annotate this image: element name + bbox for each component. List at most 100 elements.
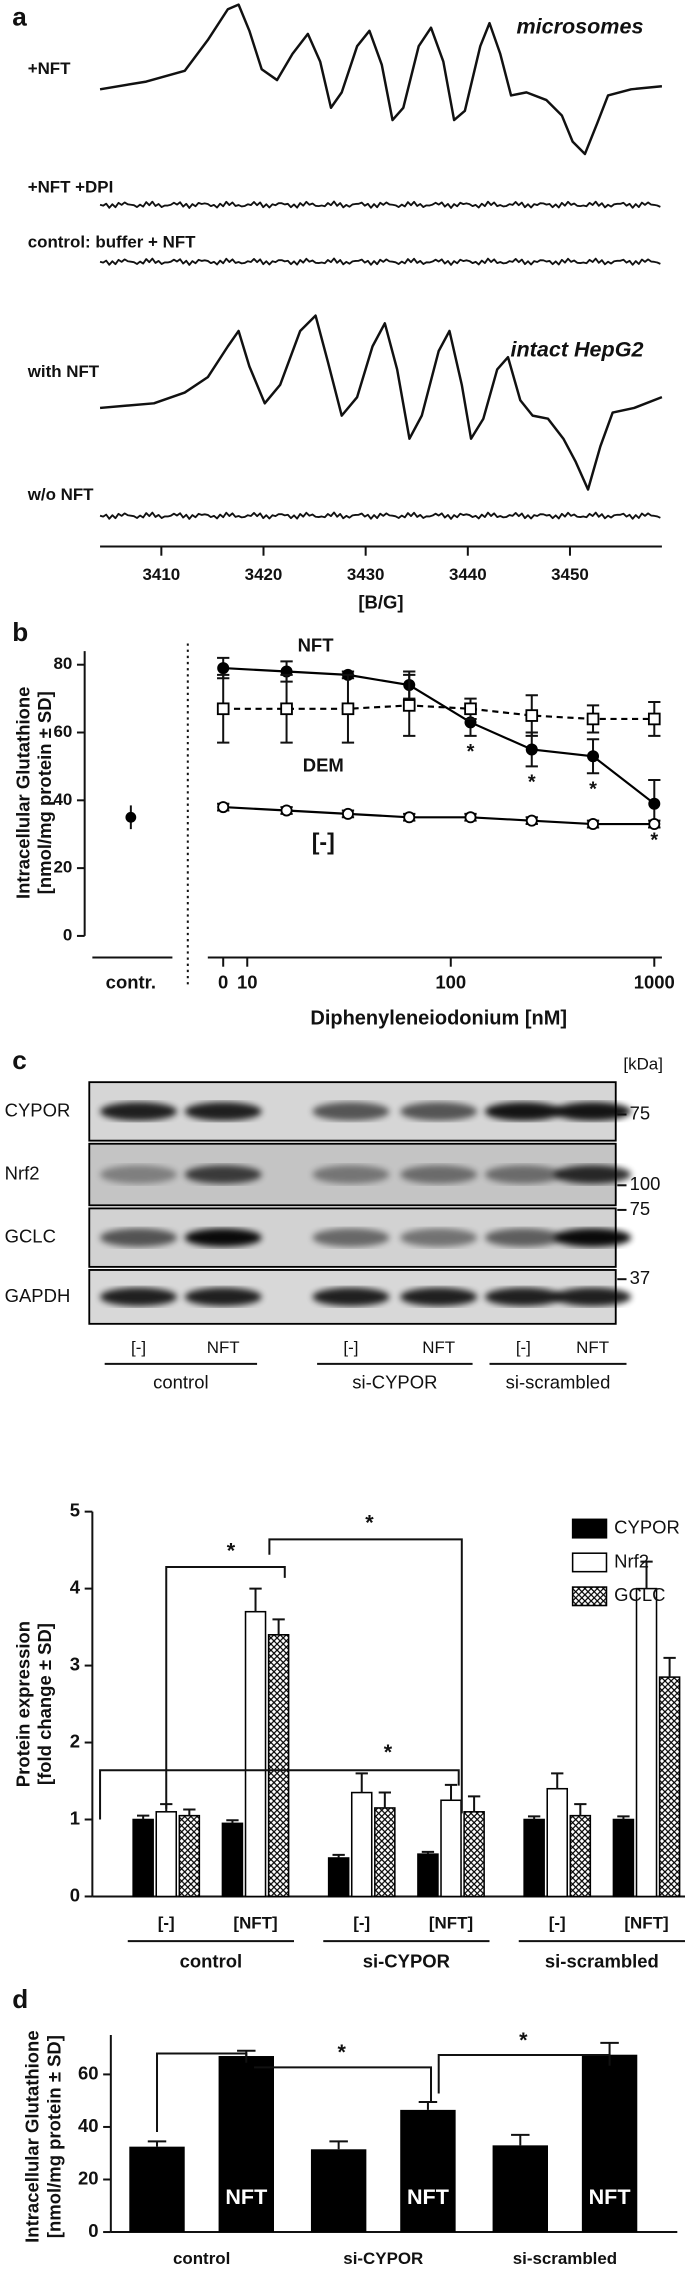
bar	[635, 1587, 658, 1898]
kda-unit: [kDa]	[623, 1055, 663, 1074]
error-bar	[640, 1560, 653, 1589]
bar	[132, 1818, 154, 1898]
y-axis-label: [fold change ± SD]	[34, 1623, 55, 1785]
error-bar	[378, 1791, 391, 1808]
kda-marker: 75	[630, 1198, 651, 1219]
bar	[327, 1857, 350, 1898]
x-tick-label: 10	[237, 972, 258, 993]
y-tick-label: 4	[70, 1576, 81, 1597]
group-label: control	[153, 1372, 208, 1393]
y-tick-label: 1	[70, 1807, 80, 1828]
significance-star: *	[589, 778, 597, 800]
spectrum-trace	[99, 257, 661, 266]
data-point	[280, 804, 293, 817]
bar	[581, 2054, 638, 2233]
x-tick-label: 1000	[634, 972, 675, 993]
data-point	[648, 818, 661, 831]
bar	[440, 1799, 462, 1898]
bar	[546, 1787, 569, 1898]
x-tick-label: 3410	[143, 565, 181, 584]
row-label: GAPDH	[5, 1285, 71, 1306]
x-tick-label: [-]	[353, 1914, 370, 1933]
significance-star: *	[227, 1537, 236, 1562]
blot-band	[484, 1228, 562, 1247]
bar	[310, 2149, 367, 2233]
x-tick-label: 3450	[551, 565, 589, 584]
kda-marker: 75	[630, 1102, 651, 1123]
y-tick-label: 0	[63, 925, 72, 944]
data-point	[402, 699, 416, 712]
data-point	[464, 702, 477, 716]
y-axis-label: Intracellular Glutathione	[13, 687, 34, 899]
control-point	[125, 811, 137, 823]
x-tick-label: 100	[435, 972, 466, 993]
bracket	[253, 2066, 433, 2102]
blot-band	[100, 1228, 178, 1247]
bar	[221, 1822, 244, 1898]
trace-label: control: buffer + NFT	[28, 233, 196, 252]
error-bar	[444, 1783, 458, 1801]
group-label: si-CYPOR	[363, 1951, 450, 1972]
blot-band	[554, 1228, 632, 1247]
panel-label: b	[12, 617, 28, 647]
row-label: CYPOR	[5, 1099, 71, 1120]
bar	[492, 2145, 548, 2233]
y-tick-label: 60	[78, 2062, 99, 2083]
x-tick-label: 3420	[245, 565, 283, 584]
significance-star: *	[384, 1739, 393, 1764]
series-line	[223, 704, 655, 721]
blot-band	[184, 1287, 262, 1307]
kda-marker: 100	[630, 1173, 661, 1194]
bar-label: NFT	[589, 2184, 631, 2209]
y-tick-label: 20	[54, 858, 73, 877]
x-tick-label: [-]	[158, 1914, 175, 1933]
bracket	[99, 1769, 460, 1820]
lane-label: [-]	[343, 1338, 358, 1357]
spectrum-title: intact HepG2	[511, 337, 644, 362]
blot-band	[100, 1102, 178, 1121]
x-axis-label: [B/G]	[358, 591, 403, 612]
error-bar	[551, 1772, 564, 1789]
trace-label: w/o NFT	[27, 485, 94, 504]
y-axis-label: Protein expression	[13, 1621, 34, 1787]
data-point	[648, 797, 661, 810]
bar	[417, 1853, 439, 1898]
blot-band	[184, 1228, 262, 1247]
blot-band	[184, 1165, 262, 1184]
bar	[400, 2109, 456, 2233]
y-tick-label: 0	[70, 1884, 80, 1905]
error-bar	[421, 1850, 435, 1855]
legend-swatch	[571, 1518, 608, 1539]
data-point	[647, 712, 661, 726]
error-bar	[183, 1808, 196, 1816]
series-label: DEM	[303, 754, 344, 775]
data-point	[525, 743, 538, 756]
trace-label: +NFT	[28, 59, 71, 78]
error-bar	[329, 2140, 348, 2150]
bar	[523, 1818, 545, 1898]
error-bar	[137, 1814, 150, 1820]
error-bar	[355, 1772, 368, 1793]
significance-star: *	[467, 741, 475, 763]
blot-band	[400, 1287, 478, 1307]
trace-label: with NFT	[27, 362, 100, 381]
error-bar	[226, 1819, 239, 1824]
data-point	[587, 818, 600, 831]
panel-label: d	[12, 1984, 28, 2014]
error-bar	[617, 1815, 630, 1820]
error-bar	[249, 1587, 262, 1612]
legend-swatch	[571, 1552, 608, 1573]
x-tick-label: 3430	[347, 565, 385, 584]
blot-band	[400, 1228, 478, 1247]
data-point	[216, 702, 230, 716]
spectrum-trace	[99, 3, 663, 156]
x-axis-label: Diphenyleneiodonium [nM]	[310, 1007, 567, 1029]
error-bar	[418, 2100, 438, 2110]
x-tick-label: [NFT]	[233, 1914, 277, 1933]
significance-star: *	[365, 1510, 374, 1535]
bar	[155, 1811, 178, 1898]
data-point	[586, 712, 600, 726]
bar	[267, 1634, 290, 1898]
legend-swatch	[571, 1586, 608, 1607]
bracket	[156, 2052, 248, 2132]
